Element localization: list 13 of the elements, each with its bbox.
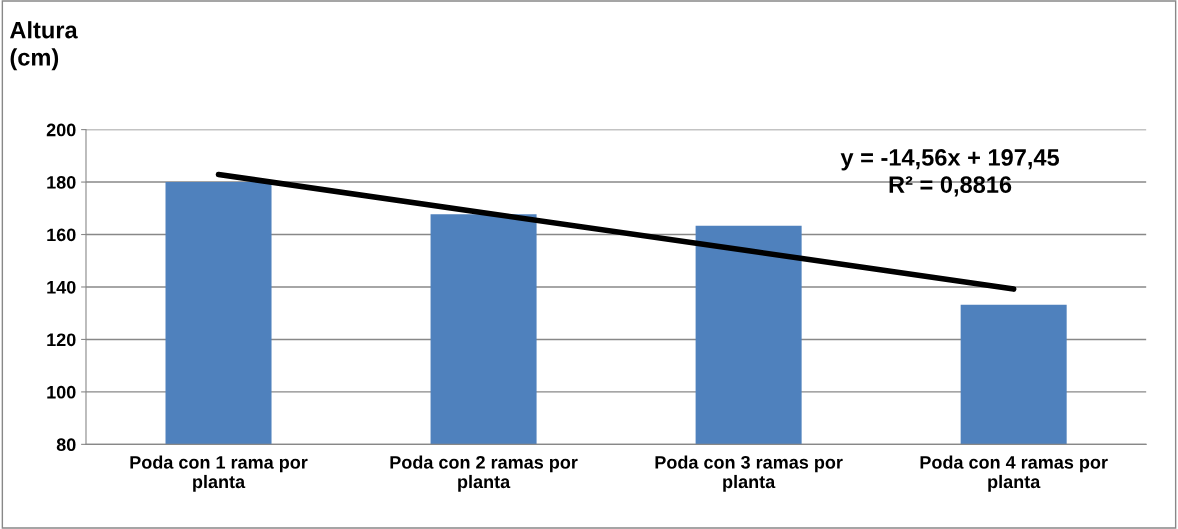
x-tick-label: Poda con 3 ramas por planta [655,455,843,492]
x-tick-label: Poda con 1 rama por planta [130,455,308,492]
y-tick-label: 100 [47,385,76,399]
y-tick-label: 80 [56,438,76,452]
x-tick-label: Poda con 4 ramas por planta [920,455,1108,492]
y-tick-label: 200 [46,123,76,137]
y-tick-label: 120 [47,333,76,347]
x-tick-label: Poda con 2 ramas por planta [390,455,578,492]
annotation: y = -14,56x + 197,45 R² = 0,8816 [840,149,1060,197]
y-axis-title: Altura (cm) [10,21,78,71]
y-tick-label: 180 [47,176,76,189]
y-tick-label: 160 [47,228,76,242]
y-tick-label: 140 [47,280,76,294]
